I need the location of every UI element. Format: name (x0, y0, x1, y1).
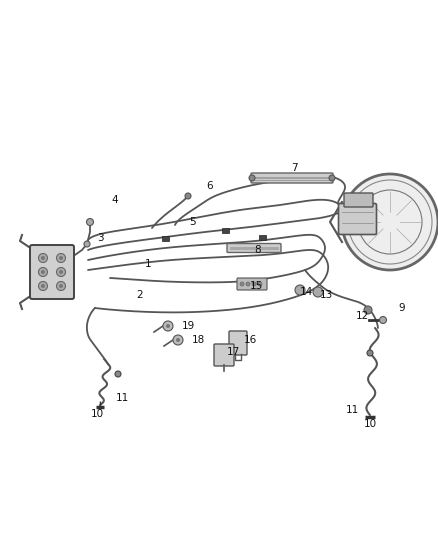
FancyBboxPatch shape (339, 204, 377, 235)
Text: 5: 5 (189, 217, 195, 227)
Circle shape (379, 317, 386, 324)
Text: 10: 10 (364, 419, 377, 429)
Circle shape (57, 254, 66, 262)
Circle shape (57, 281, 66, 290)
Text: 2: 2 (137, 290, 143, 300)
Circle shape (258, 282, 262, 286)
FancyBboxPatch shape (227, 244, 281, 253)
Text: 8: 8 (254, 245, 261, 255)
Circle shape (364, 306, 372, 314)
Circle shape (39, 268, 47, 277)
Text: 9: 9 (399, 303, 405, 313)
Bar (258, 235, 265, 239)
Circle shape (39, 281, 47, 290)
Text: 13: 13 (319, 290, 332, 300)
Circle shape (367, 350, 373, 356)
Text: 3: 3 (97, 233, 103, 243)
Circle shape (57, 268, 66, 277)
Text: 11: 11 (346, 405, 359, 415)
Text: 15: 15 (249, 281, 263, 291)
Circle shape (313, 287, 323, 297)
Circle shape (342, 174, 438, 270)
Circle shape (39, 254, 47, 262)
Bar (162, 236, 169, 240)
FancyBboxPatch shape (237, 278, 267, 290)
Text: 17: 17 (226, 347, 240, 357)
Circle shape (176, 338, 180, 342)
Circle shape (329, 175, 335, 181)
Circle shape (240, 282, 244, 286)
Circle shape (59, 256, 63, 260)
Circle shape (84, 241, 90, 247)
Circle shape (86, 219, 93, 225)
Circle shape (115, 371, 121, 377)
Circle shape (249, 175, 255, 181)
Text: 7: 7 (291, 163, 297, 173)
Text: 12: 12 (355, 311, 369, 321)
Circle shape (59, 284, 63, 288)
Text: 4: 4 (112, 195, 118, 205)
Bar (222, 228, 229, 232)
Circle shape (246, 282, 250, 286)
Circle shape (173, 335, 183, 345)
Circle shape (59, 270, 63, 274)
Text: 10: 10 (90, 409, 103, 419)
Circle shape (185, 193, 191, 199)
FancyBboxPatch shape (251, 173, 333, 183)
Text: 16: 16 (244, 335, 257, 345)
Text: 11: 11 (115, 393, 129, 403)
FancyBboxPatch shape (229, 331, 247, 355)
FancyBboxPatch shape (214, 344, 234, 366)
Circle shape (41, 256, 45, 260)
FancyBboxPatch shape (344, 193, 373, 207)
Text: 6: 6 (207, 181, 213, 191)
Circle shape (41, 284, 45, 288)
Circle shape (163, 321, 173, 331)
Text: 1: 1 (145, 259, 151, 269)
Circle shape (41, 270, 45, 274)
Circle shape (252, 282, 256, 286)
Text: 18: 18 (191, 335, 205, 345)
Text: 14: 14 (300, 287, 313, 297)
Circle shape (166, 324, 170, 328)
FancyBboxPatch shape (30, 245, 74, 299)
Text: 19: 19 (181, 321, 194, 331)
Circle shape (295, 285, 305, 295)
